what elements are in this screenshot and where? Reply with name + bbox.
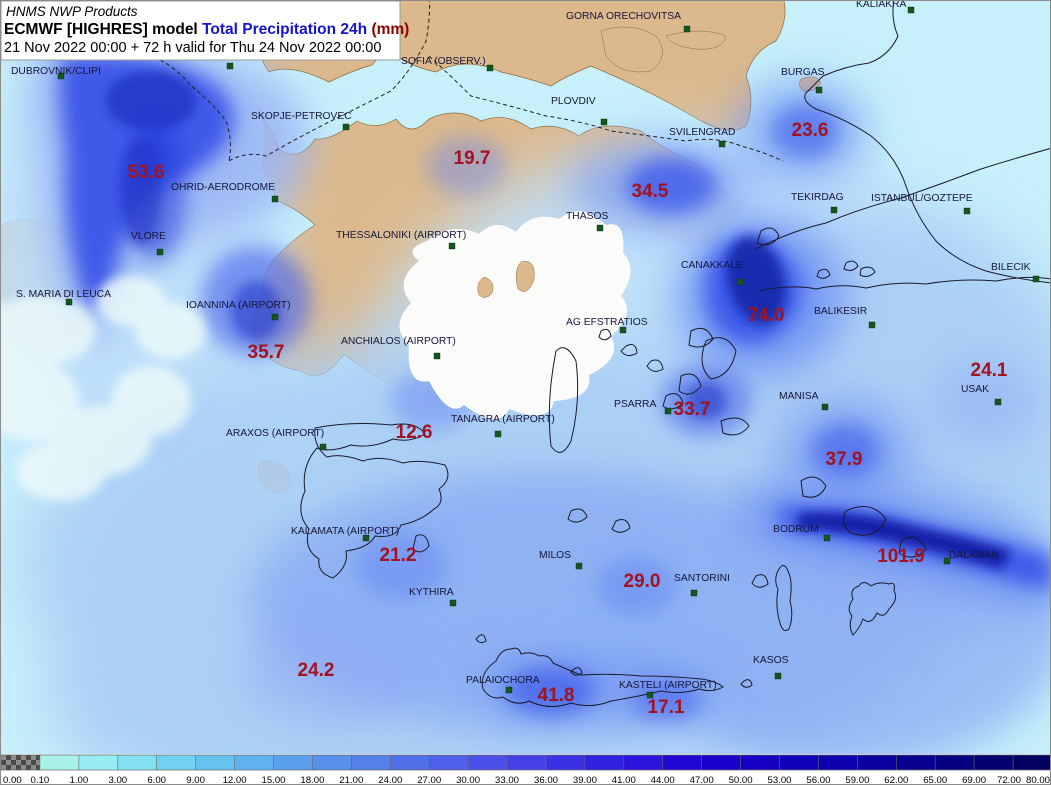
svg-text:35.7: 35.7 [248, 342, 285, 363]
svg-text:62.00: 62.00 [884, 775, 908, 785]
svg-text:THASOS: THASOS [566, 211, 608, 222]
svg-text:34.5: 34.5 [632, 181, 669, 202]
svg-text:SANTORINI: SANTORINI [674, 573, 730, 584]
svg-text:21.2: 21.2 [380, 545, 417, 566]
svg-text:12.6: 12.6 [396, 422, 433, 443]
svg-text:19.7: 19.7 [454, 148, 491, 169]
svg-text:VLORE: VLORE [131, 231, 166, 242]
svg-text:44.00: 44.00 [651, 775, 675, 785]
svg-text:41.8: 41.8 [538, 685, 575, 706]
svg-text:OHRID-AERODROME: OHRID-AERODROME [171, 182, 275, 193]
svg-text:KALIAKRA: KALIAKRA [856, 1, 906, 10]
svg-text:BILECIK: BILECIK [991, 262, 1031, 273]
svg-text:CANAKKALE: CANAKKALE [681, 260, 743, 271]
svg-text:ISTANBUL/GOZTEPE: ISTANBUL/GOZTEPE [871, 193, 973, 204]
svg-text:SVILENGRAD: SVILENGRAD [669, 127, 735, 138]
svg-text:50.00: 50.00 [729, 775, 753, 785]
svg-text:0.00: 0.00 [3, 775, 22, 785]
svg-text:BALIKESIR: BALIKESIR [814, 306, 867, 317]
svg-text:HNMS NWP Products: HNMS NWP Products [6, 4, 138, 19]
svg-text:30.00: 30.00 [456, 775, 480, 785]
svg-text:GORNA ORECHOVITSA: GORNA ORECHOVITSA [566, 11, 681, 22]
svg-text:TEKIRDAG: TEKIRDAG [791, 192, 844, 203]
svg-text:USAK: USAK [961, 384, 989, 395]
svg-text:18.00: 18.00 [300, 775, 324, 785]
svg-text:THESSALONIKI (AIRPORT): THESSALONIKI (AIRPORT) [336, 230, 466, 241]
svg-text:PALAIOCHORA: PALAIOCHORA [466, 675, 540, 686]
svg-text:TANAGRA (AIRPORT): TANAGRA (AIRPORT) [451, 414, 555, 425]
svg-text:65.00: 65.00 [923, 775, 947, 785]
svg-text:41.00: 41.00 [612, 775, 636, 785]
svg-text:6.00: 6.00 [147, 775, 166, 785]
svg-text:21.00: 21.00 [339, 775, 363, 785]
svg-text:23.6: 23.6 [792, 120, 829, 141]
svg-text:24.00: 24.00 [378, 775, 402, 785]
svg-text:24.2: 24.2 [298, 660, 335, 681]
svg-text:47.00: 47.00 [690, 775, 714, 785]
svg-text:53.6: 53.6 [128, 162, 165, 183]
svg-text:MILOS: MILOS [539, 550, 571, 561]
svg-text:DALAMAN: DALAMAN [949, 550, 999, 561]
svg-text:56.00: 56.00 [806, 775, 830, 785]
svg-text:33.7: 33.7 [674, 399, 711, 420]
svg-text:21 Nov 2022 00:00 + 72 h valid: 21 Nov 2022 00:00 + 72 h valid for Thu 2… [4, 40, 381, 56]
svg-text:SOFIA (OBSERV.): SOFIA (OBSERV.) [401, 56, 486, 67]
svg-text:ECMWF [HIGHRES] model Total Pr: ECMWF [HIGHRES] model Total Precipitatio… [4, 21, 409, 38]
svg-text:74.0: 74.0 [748, 305, 785, 326]
svg-text:17.1: 17.1 [648, 697, 685, 718]
svg-text:39.00: 39.00 [573, 775, 597, 785]
svg-text:BODRUM: BODRUM [773, 524, 819, 535]
svg-text:IOANNINA (AIRPORT): IOANNINA (AIRPORT) [186, 300, 291, 311]
svg-text:80.00: 80.00 [1026, 775, 1050, 785]
svg-text:1.00: 1.00 [70, 775, 89, 785]
svg-text:S. MARIA DI LEUCA: S. MARIA DI LEUCA [16, 289, 111, 300]
svg-text:MANISA: MANISA [779, 391, 819, 402]
svg-text:33.00: 33.00 [495, 775, 519, 785]
svg-text:DUBROVNIK/CLIPI: DUBROVNIK/CLIPI [11, 66, 101, 77]
svg-text:72.00: 72.00 [997, 775, 1021, 785]
svg-text:KYTHIRA: KYTHIRA [409, 587, 454, 598]
svg-text:0.10: 0.10 [31, 775, 50, 785]
svg-text:AG EFSTRATIOS: AG EFSTRATIOS [566, 317, 648, 328]
svg-text:53.00: 53.00 [767, 775, 791, 785]
svg-text:36.00: 36.00 [534, 775, 558, 785]
svg-text:37.9: 37.9 [826, 449, 863, 470]
svg-text:KASOS: KASOS [753, 655, 789, 666]
svg-text:PSARRA: PSARRA [614, 399, 656, 410]
svg-text:59.00: 59.00 [845, 775, 869, 785]
svg-text:3.00: 3.00 [108, 775, 127, 785]
svg-text:69.00: 69.00 [962, 775, 986, 785]
svg-text:ARAXOS (AIRPORT): ARAXOS (AIRPORT) [226, 428, 324, 439]
svg-text:KASTELI (AIRPORT): KASTELI (AIRPORT) [619, 680, 717, 691]
svg-text:KALAMATA (AIRPORT): KALAMATA (AIRPORT) [291, 526, 399, 537]
svg-text:SKOPJE-PETROVEC: SKOPJE-PETROVEC [251, 111, 352, 122]
svg-text:29.0: 29.0 [624, 571, 661, 592]
svg-text:PLOVDIV: PLOVDIV [551, 96, 596, 107]
svg-text:101.9: 101.9 [877, 546, 925, 567]
svg-text:BURGAS: BURGAS [781, 67, 825, 78]
svg-text:ANCHIALOS (AIRPORT): ANCHIALOS (AIRPORT) [341, 336, 456, 347]
svg-text:15.00: 15.00 [261, 775, 285, 785]
svg-text:27.00: 27.00 [417, 775, 441, 785]
svg-text:9.00: 9.00 [186, 775, 205, 785]
svg-text:12.00: 12.00 [223, 775, 247, 785]
svg-text:24.1: 24.1 [971, 360, 1008, 381]
